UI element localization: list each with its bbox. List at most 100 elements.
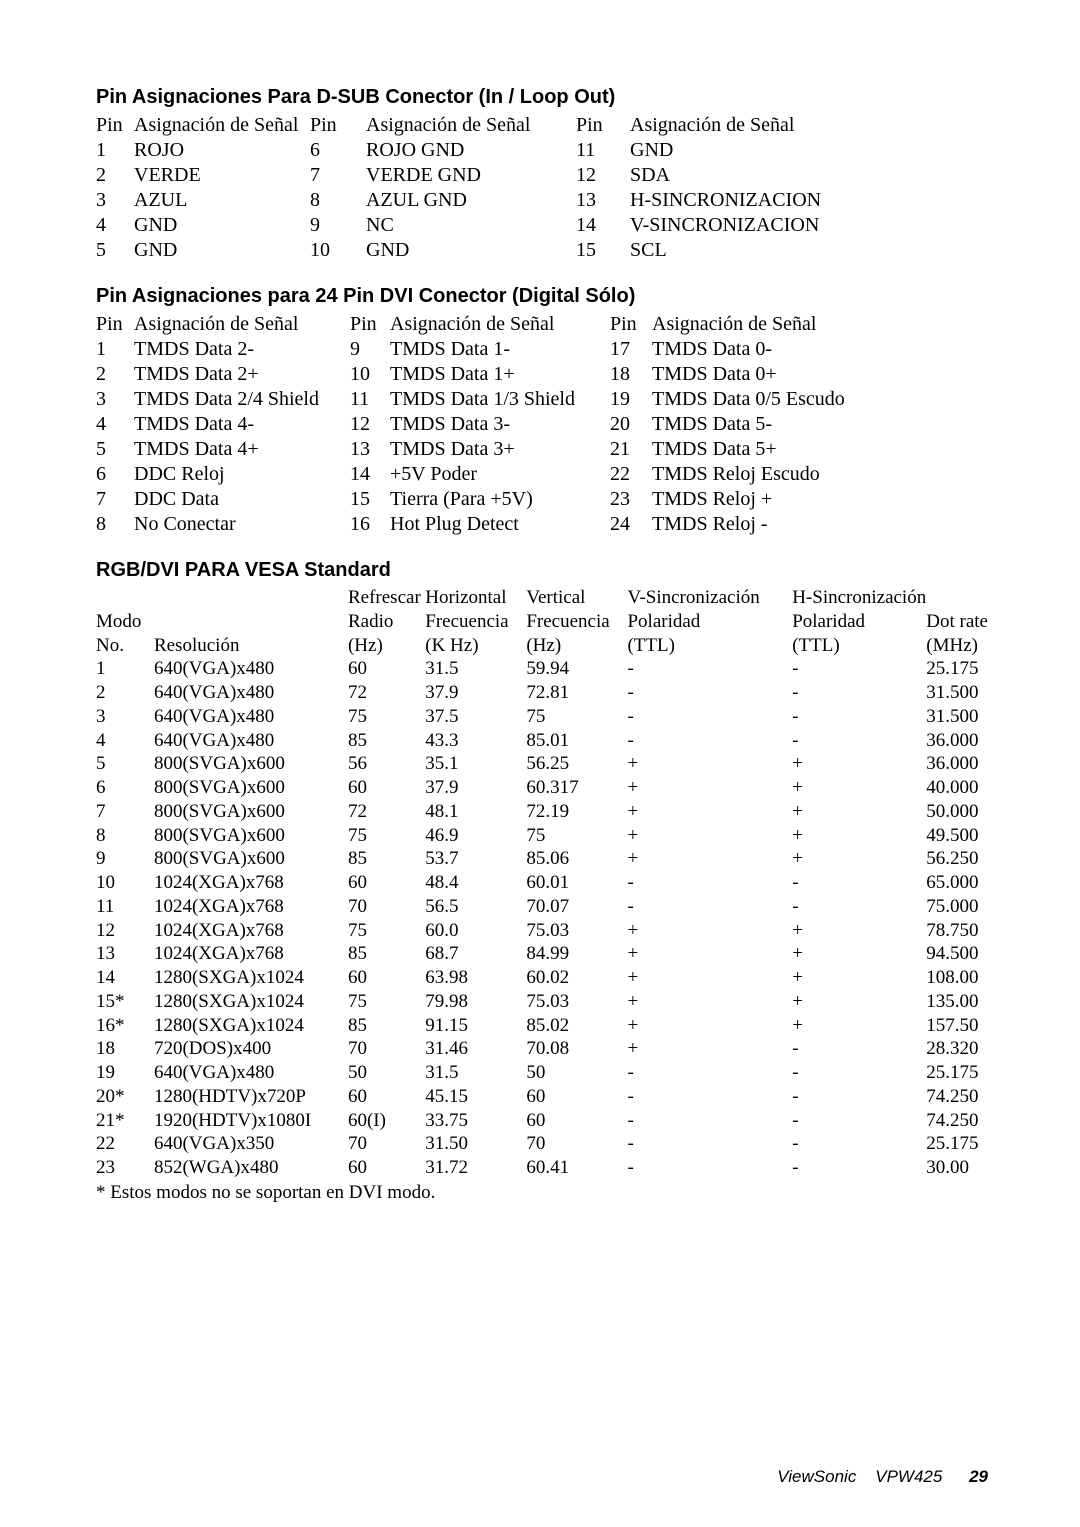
table-cell: Tierra (Para +5V) [390, 487, 610, 512]
table-cell: 852(WGA)x480 [154, 1156, 348, 1180]
header-sig: Asignación de Señal [134, 113, 310, 138]
table-cell: - [627, 729, 792, 753]
table-row: 6DDC Reloj14+5V Poder22TMDS Reloj Escudo [96, 462, 845, 487]
table-cell: 60.317 [526, 776, 627, 800]
table-cell: 70.07 [526, 895, 627, 919]
table-cell: - [792, 681, 926, 705]
table-cell: 36.000 [926, 752, 988, 776]
header-cell [154, 610, 348, 634]
table-cell: - [792, 1061, 926, 1085]
table-cell: 78.750 [926, 919, 988, 943]
footer-space [861, 1467, 870, 1486]
header-sig: Asignación de Señal [618, 113, 821, 138]
table-cell: 59.94 [526, 657, 627, 681]
table-cell: SCL [618, 238, 821, 263]
table-cell: 75.03 [526, 990, 627, 1014]
table-cell: SDA [618, 163, 821, 188]
table-cell: 1 [96, 138, 134, 163]
table-cell: 85.06 [526, 847, 627, 871]
table-cell: DDC Reloj [134, 462, 350, 487]
table-row: 7800(SVGA)x6007248.172.19++50.000 [96, 800, 988, 824]
table-cell: TMDS Data 2+ [134, 362, 350, 387]
table-cell: 2 [96, 163, 134, 188]
table-cell: 56 [348, 752, 425, 776]
table-cell: + [792, 942, 926, 966]
table-cell: TMDS Data 1+ [390, 362, 610, 387]
header-cell: (MHz) [926, 634, 988, 658]
table-cell: 8 [310, 188, 348, 213]
table-cell: 75 [348, 990, 425, 1014]
header-pin: Pin [576, 113, 618, 138]
table-row: 3AZUL8AZUL GND13H-SINCRONIZACION [96, 188, 821, 213]
table-cell: 60 [348, 966, 425, 990]
table-row: 4640(VGA)x4808543.385.01--36.000 [96, 729, 988, 753]
table-row: 4GND9NC14V-SINCRONIZACION [96, 213, 821, 238]
table-cell: 5 [96, 437, 134, 462]
table-cell: 135.00 [926, 990, 988, 1014]
table-cell: 36.000 [926, 729, 988, 753]
header-cell: Refrescar [348, 586, 425, 610]
table-row: 5TMDS Data 4+13TMDS Data 3+21TMDS Data 5… [96, 437, 845, 462]
table-cell: TMDS Data 1/3 Shield [390, 387, 610, 412]
table-cell: 60 [526, 1109, 627, 1133]
table-cell: 75 [348, 705, 425, 729]
table-cell: 1024(XGA)x768 [154, 919, 348, 943]
table-row: 3TMDS Data 2/4 Shield11TMDS Data 1/3 Shi… [96, 387, 845, 412]
table-cell: 60 [348, 1085, 425, 1109]
table-cell: 72.81 [526, 681, 627, 705]
table-row: 141280(SXGA)x10246063.9860.02++108.00 [96, 966, 988, 990]
table-header: Pin Asignación de Señal Pin Asignación d… [96, 113, 821, 138]
table-cell: 25.175 [926, 1132, 988, 1156]
table-cell: GND [134, 213, 310, 238]
table-cell: + [792, 800, 926, 824]
table-cell: 1280(SXGA)x1024 [154, 1014, 348, 1038]
table-cell: 3 [96, 387, 134, 412]
table-cell: 5 [96, 752, 154, 776]
table-cell: + [627, 800, 792, 824]
table-row: 4TMDS Data 4-12TMDS Data 3-20TMDS Data 5… [96, 412, 845, 437]
table-cell: TMDS Data 0+ [652, 362, 845, 387]
table-header: Pin Asignación de Señal Pin Asignación d… [96, 312, 845, 337]
table-cell: 10 [310, 238, 348, 263]
table-cell: 79.98 [425, 990, 526, 1014]
dvi-table: Pin Asignación de Señal Pin Asignación d… [96, 312, 845, 537]
table-cell: 11 [96, 895, 154, 919]
table-cell: 50.000 [926, 800, 988, 824]
table-cell: 108.00 [926, 966, 988, 990]
table-cell: 1 [96, 337, 134, 362]
table-cell: TMDS Data 0- [652, 337, 845, 362]
table-cell: + [792, 1014, 926, 1038]
table-cell: 91.15 [425, 1014, 526, 1038]
table-cell: 46.9 [425, 824, 526, 848]
table-cell: 1024(XGA)x768 [154, 942, 348, 966]
table-cell: 31.5 [425, 1061, 526, 1085]
table-cell: GND [618, 138, 821, 163]
table-cell: 25.175 [926, 1061, 988, 1085]
table-cell: 8 [96, 512, 134, 537]
header-sig: Asignación de Señal [348, 113, 576, 138]
header-cell: Polaridad [792, 610, 926, 634]
table-cell: 16* [96, 1014, 154, 1038]
table-cell: - [627, 895, 792, 919]
table-cell: TMDS Reloj - [652, 512, 845, 537]
header-cell: Vertical [526, 586, 627, 610]
table-cell: 12 [350, 412, 390, 437]
table-cell: 22 [610, 462, 652, 487]
table-cell: 1920(HDTV)x1080I [154, 1109, 348, 1133]
table-cell: TMDS Data 4+ [134, 437, 350, 462]
table-cell: 24 [610, 512, 652, 537]
table-cell: VERDE GND [348, 163, 576, 188]
table-cell: 9 [350, 337, 390, 362]
table-cell: DDC Data [134, 487, 350, 512]
table-cell: 640(VGA)x350 [154, 1132, 348, 1156]
header-cell [154, 586, 348, 610]
table-cell: + [627, 752, 792, 776]
table-cell: 1280(SXGA)x1024 [154, 990, 348, 1014]
table-cell: 19 [610, 387, 652, 412]
table-cell: TMDS Data 1- [390, 337, 610, 362]
table-cell: 75 [348, 919, 425, 943]
table-cell: + [627, 942, 792, 966]
table-cell: TMDS Data 3+ [390, 437, 610, 462]
table-cell: TMDS Data 5- [652, 412, 845, 437]
table-cell: 72 [348, 681, 425, 705]
